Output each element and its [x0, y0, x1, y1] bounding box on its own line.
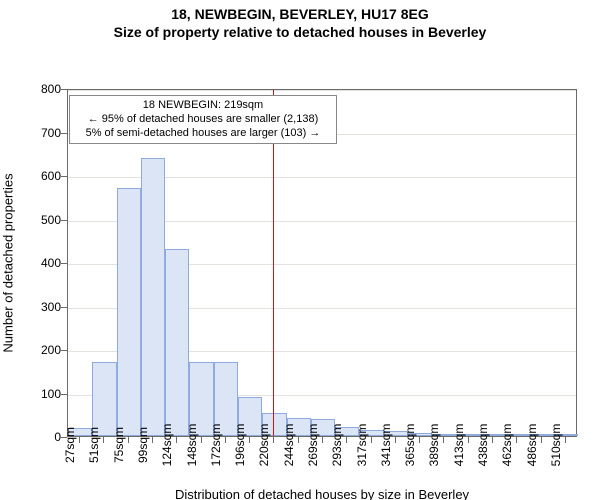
y-tick-label: 0: [21, 430, 61, 444]
y-tick-mark: [61, 89, 67, 90]
x-tick-label: 462sqm: [500, 424, 514, 467]
y-tick-mark: [61, 133, 67, 134]
x-tick-mark: [322, 437, 323, 443]
histogram-bar: [165, 249, 189, 436]
histogram-bar: [117, 188, 141, 436]
y-tick-label: 100: [21, 387, 61, 401]
x-tick-label: 51sqm: [87, 427, 101, 463]
x-tick-mark: [176, 437, 177, 443]
x-tick-label: 75sqm: [112, 427, 126, 463]
x-tick-label: 99sqm: [136, 427, 150, 463]
x-tick-mark: [201, 437, 202, 443]
y-tick-label: 600: [21, 169, 61, 183]
x-tick-mark: [225, 437, 226, 443]
x-tick-label: 148sqm: [185, 424, 199, 467]
x-tick-label: 172sqm: [209, 424, 223, 467]
x-tick-label: 27sqm: [63, 427, 77, 463]
x-tick-label: 244sqm: [282, 424, 296, 467]
x-tick-label: 438sqm: [476, 424, 490, 467]
x-tick-mark: [371, 437, 372, 443]
y-tick-mark: [61, 394, 67, 395]
histogram-bar: [141, 158, 165, 436]
annotation-line2: ← 95% of detached houses are smaller (2,…: [76, 113, 330, 127]
histogram-bar: [92, 362, 116, 436]
x-tick-label: 317sqm: [355, 424, 369, 467]
y-tick-label: 200: [21, 343, 61, 357]
x-tick-mark: [346, 437, 347, 443]
x-tick-mark: [273, 437, 274, 443]
y-tick-label: 300: [21, 300, 61, 314]
x-tick-label: 269sqm: [306, 424, 320, 467]
y-tick-label: 500: [21, 213, 61, 227]
y-tick-label: 700: [21, 126, 61, 140]
x-tick-label: 293sqm: [330, 424, 344, 467]
x-tick-mark: [419, 437, 420, 443]
y-tick-label: 400: [21, 256, 61, 270]
x-tick-label: 124sqm: [160, 424, 174, 467]
x-tick-label: 196sqm: [233, 424, 247, 467]
y-tick-label: 800: [21, 82, 61, 96]
x-tick-label: 365sqm: [403, 424, 417, 467]
x-tick-mark: [395, 437, 396, 443]
x-tick-label: 389sqm: [427, 424, 441, 467]
x-tick-mark: [565, 437, 566, 443]
x-tick-mark: [103, 437, 104, 443]
x-tick-mark: [492, 437, 493, 443]
x-tick-mark: [152, 437, 153, 443]
x-tick-mark: [298, 437, 299, 443]
x-tick-label: 510sqm: [549, 424, 563, 467]
x-tick-label: 220sqm: [257, 424, 271, 467]
y-tick-mark: [61, 350, 67, 351]
chart-title-line1: 18, NEWBEGIN, BEVERLEY, HU17 8EG: [0, 6, 600, 24]
annotation-line1: 18 NEWBEGIN: 219sqm: [76, 99, 330, 113]
chart-area: Number of detached properties 0100200300…: [0, 41, 600, 500]
x-tick-mark: [443, 437, 444, 443]
x-axis-label: Distribution of detached houses by size …: [67, 487, 577, 500]
x-tick-label: 341sqm: [379, 424, 393, 467]
y-tick-mark: [61, 307, 67, 308]
annotation-line3: 5% of semi-detached houses are larger (1…: [76, 127, 330, 141]
x-tick-mark: [468, 437, 469, 443]
y-tick-mark: [61, 220, 67, 221]
y-axis-ticks: 0100200300400500600700800: [0, 89, 61, 437]
x-tick-label: 486sqm: [525, 424, 539, 467]
x-tick-mark: [128, 437, 129, 443]
y-tick-mark: [61, 263, 67, 264]
gridline: [68, 90, 576, 91]
x-tick-label: 413sqm: [452, 424, 466, 467]
x-tick-mark: [249, 437, 250, 443]
x-tick-mark: [79, 437, 80, 443]
chart-title-line2: Size of property relative to detached ho…: [0, 24, 600, 42]
x-tick-mark: [541, 437, 542, 443]
annotation-box: 18 NEWBEGIN: 219sqm ← 95% of detached ho…: [69, 95, 337, 144]
y-tick-mark: [61, 176, 67, 177]
chart-title-block: 18, NEWBEGIN, BEVERLEY, HU17 8EG Size of…: [0, 0, 600, 41]
x-tick-mark: [516, 437, 517, 443]
